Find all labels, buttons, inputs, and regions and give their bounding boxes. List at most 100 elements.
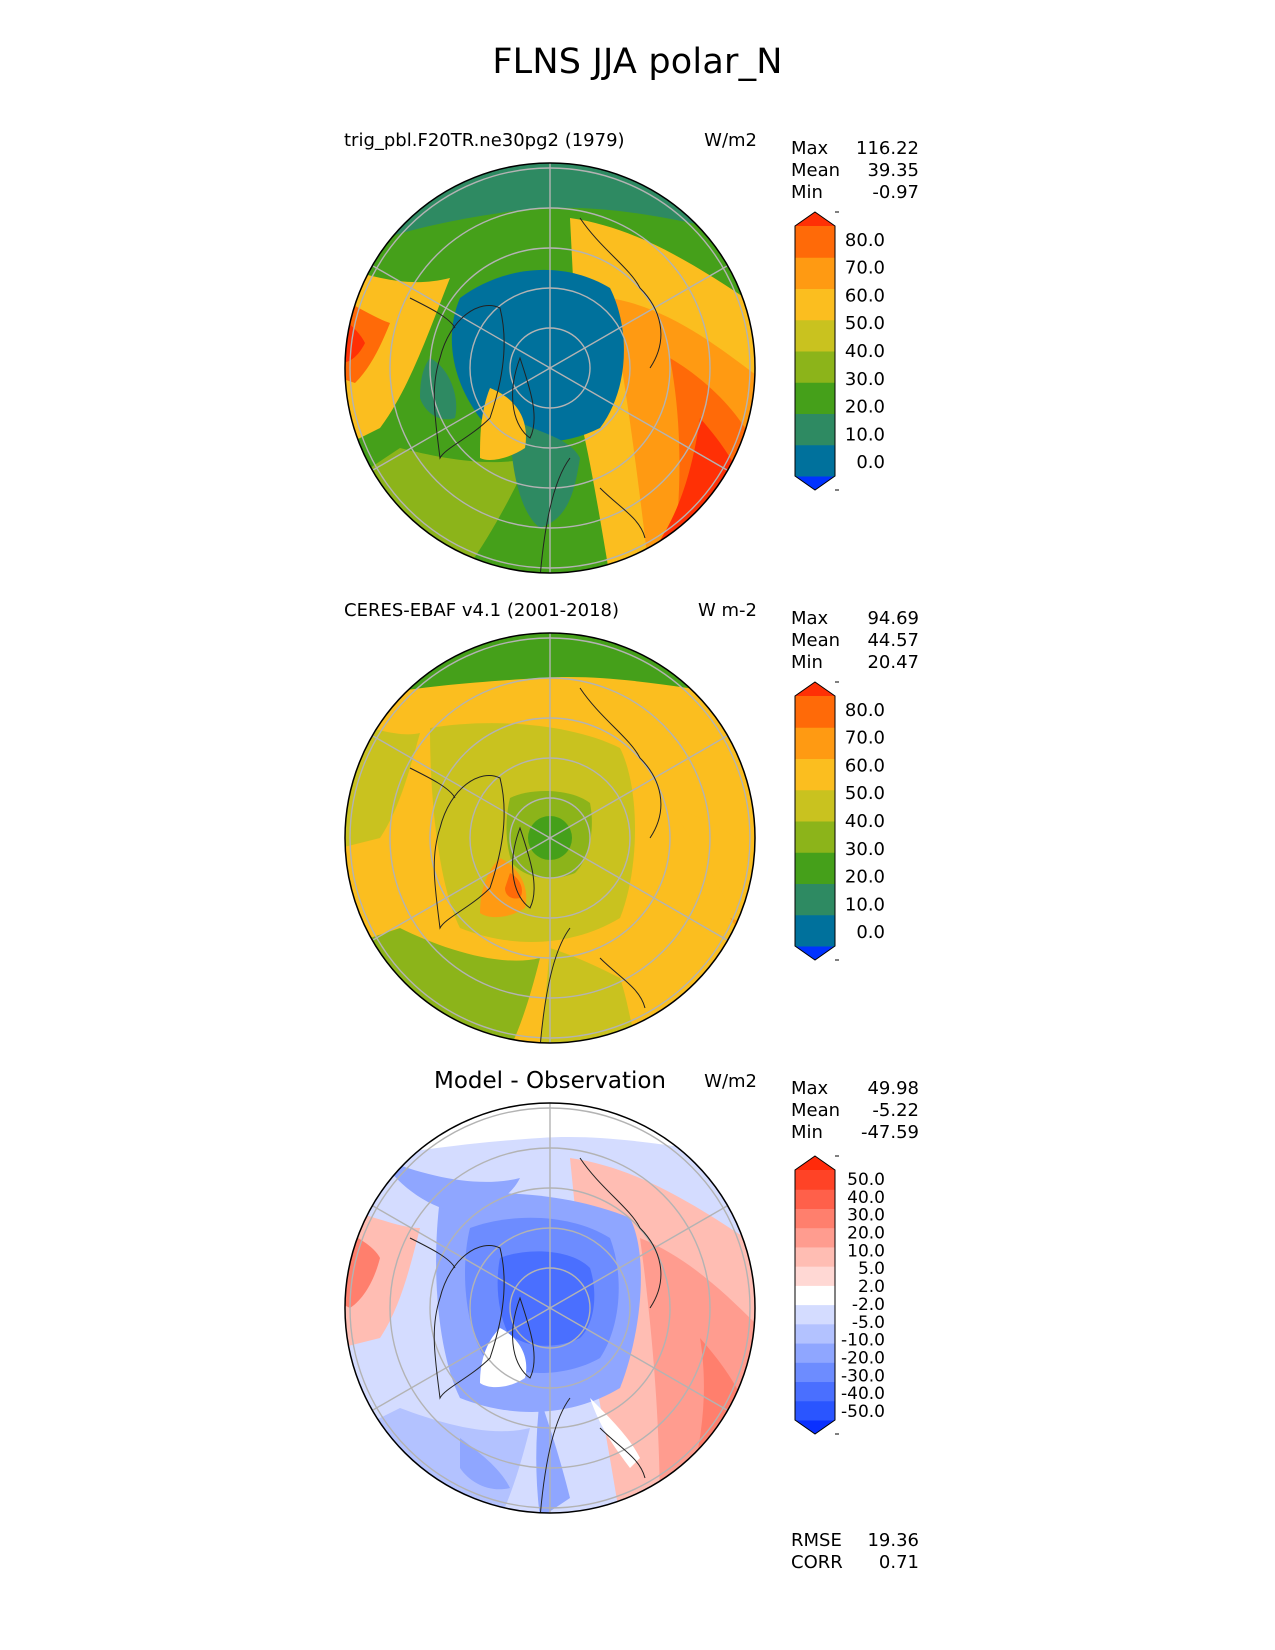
colorbar-segment (795, 1266, 835, 1286)
stats-block: Max 116.22 Mean 39.35 Min -0.97 (791, 138, 919, 204)
colorbar-tick-label: 20.0 (845, 867, 885, 888)
metrics-block: RMSE 19.36 CORR 0.71 (791, 1530, 919, 1574)
panel-observation: CERES-EBAF v4.1 (2001-2018) W m-2 Max 94.… (0, 600, 1275, 1080)
colorbar-observation: 80.0 70.0 60.0 50.0 40.0 30.0 20.0 10.0 0.0 (794, 681, 885, 961)
stat-mean: Mean 39.35 (791, 160, 919, 181)
colorbar-segment (795, 1227, 835, 1248)
metric-rmse: RMSE 19.36 (791, 1530, 919, 1551)
colorbar-tick-label: -10.0 (841, 1331, 885, 1351)
colorbar-segment (795, 821, 835, 853)
panel-title: trig_pbl.F20TR.ne30pg2 (1979) (344, 130, 625, 151)
colorbar-segment (795, 1189, 835, 1209)
colorbar-tick-label: 10.0 (845, 894, 885, 915)
colorbar-segment (795, 382, 835, 414)
polar-map-model (344, 162, 756, 574)
colorbar-outline (794, 1155, 836, 1435)
colorbar-outline (794, 681, 836, 961)
colorbar-extend-high (795, 682, 835, 696)
stat-mean: Mean -5.22 (791, 1100, 919, 1121)
colorbar-segment (795, 351, 835, 383)
colorbar-tick-label: 30.0 (845, 369, 885, 390)
colorbar-tick-label: -20.0 (841, 1349, 885, 1369)
stat-mean: Mean 44.57 (791, 630, 919, 651)
colorbar-segment (795, 789, 835, 822)
panel-title: CERES-EBAF v4.1 (2001-2018) (344, 600, 620, 621)
colorbar-segment (795, 727, 835, 759)
colorbar-tick-label: 50.0 (845, 313, 885, 334)
colorbar-segment (795, 1285, 835, 1306)
stat-max: Max 49.98 (791, 1078, 919, 1099)
colorbar-tick-label: -50.0 (841, 1402, 885, 1422)
colorbar-tick-label: 2.0 (858, 1277, 885, 1297)
stat-max: Max 94.69 (791, 608, 919, 629)
colorbar-tick-label: 40.0 (847, 1188, 885, 1208)
colorbar-tick-label: 40.0 (845, 341, 885, 362)
colorbar-tick-label: 70.0 (845, 728, 885, 749)
colorbar-segment (795, 1400, 835, 1421)
colorbar-segment (795, 444, 835, 477)
colorbar-segment (795, 758, 835, 791)
colorbar-tick-label: 70.0 (845, 258, 885, 279)
colorbar-tick-label: 30.0 (845, 839, 885, 860)
figure-title: FLNS JJA polar_N (492, 42, 783, 82)
colorbar-tick-label: 80.0 (845, 230, 885, 251)
colorbar-segment (795, 257, 835, 289)
colorbar-tick-label: -40.0 (841, 1384, 885, 1404)
colorbar-extend-low (795, 476, 835, 490)
panel-model: trig_pbl.F20TR.ne30pg2 (1979) W/m2 Max 11… (0, 130, 1275, 610)
colorbar-tick-label: -2.0 (852, 1295, 885, 1315)
colorbar-tick-label: 5.0 (858, 1259, 885, 1279)
colorbar-tick-label: 10.0 (845, 424, 885, 445)
colorbar-segment (795, 696, 835, 728)
stat-max: Max 116.22 (791, 138, 919, 159)
colorbar-tick-label: 20.0 (845, 397, 885, 418)
colorbar-tick-label: 50.0 (845, 783, 885, 804)
colorbar-segment (795, 1362, 835, 1383)
colorbar-segment (795, 288, 835, 321)
colorbar-segment (795, 914, 835, 947)
colorbar-tick-label: 50.0 (847, 1170, 885, 1190)
panel-units: W/m2 (704, 130, 757, 151)
colorbar-difference: 50.040.030.020.010.05.02.0-2.0-5.0-10.0-… (794, 1155, 885, 1435)
colorbar-tick-label: -5.0 (852, 1313, 885, 1333)
colorbar-segment (795, 852, 835, 884)
colorbar-extend-high (795, 1156, 835, 1170)
colorbar-segment (795, 1170, 835, 1190)
colorbar-outline (794, 211, 836, 491)
panel-difference: Model - Observation W/m2 Max 49.98 Mean -5… (0, 1068, 1275, 1588)
colorbar-segment (795, 319, 835, 352)
polar-map-observation (344, 632, 756, 1044)
colorbar-segment (795, 1246, 835, 1267)
colorbar-tick-label: 80.0 (845, 700, 885, 721)
stats-block: Max 49.98 Mean -5.22 Min -47.59 (791, 1078, 919, 1144)
colorbar-segment (795, 1304, 835, 1325)
panel-units: W m-2 (697, 600, 757, 621)
colorbar-segment (795, 1343, 835, 1363)
colorbar-model: 80.0 70.0 60.0 50.0 40.0 30.0 20.0 10.0 0.0 (794, 211, 885, 491)
colorbar-tick-label: 30.0 (847, 1206, 885, 1226)
colorbar-segment (795, 226, 835, 258)
colorbar-tick-label: -30.0 (841, 1366, 885, 1386)
colorbar-tick-label: 60.0 (845, 285, 885, 306)
colorbar-extend-high (795, 212, 835, 226)
panel-units: W/m2 (704, 1071, 757, 1092)
colorbar-segment (795, 1208, 835, 1229)
polar-map-difference (344, 1102, 756, 1514)
stats-block: Max 94.69 Mean 44.57 Min 20.47 (791, 608, 919, 674)
colorbar-segment (795, 883, 835, 916)
metric-corr: CORR 0.71 (791, 1552, 919, 1573)
stat-min: Min -0.97 (791, 182, 919, 203)
colorbar-extend-low (795, 1420, 835, 1434)
panel-title: Model - Observation (433, 1068, 667, 1094)
stat-min: Min -47.59 (791, 1122, 919, 1143)
colorbar-tick-label: 0.0 (856, 452, 885, 473)
colorbar-tick-label: 40.0 (845, 811, 885, 832)
colorbar-segment (795, 1323, 835, 1344)
colorbar-tick-label: 60.0 (845, 755, 885, 776)
colorbar-segment (795, 1381, 835, 1402)
colorbar-tick-label: 20.0 (847, 1224, 885, 1244)
colorbar-tick-label: 0.0 (856, 922, 885, 943)
colorbar-tick-label: 10.0 (847, 1241, 885, 1261)
stat-min: Min 20.47 (791, 652, 919, 673)
colorbar-extend-low (795, 946, 835, 960)
